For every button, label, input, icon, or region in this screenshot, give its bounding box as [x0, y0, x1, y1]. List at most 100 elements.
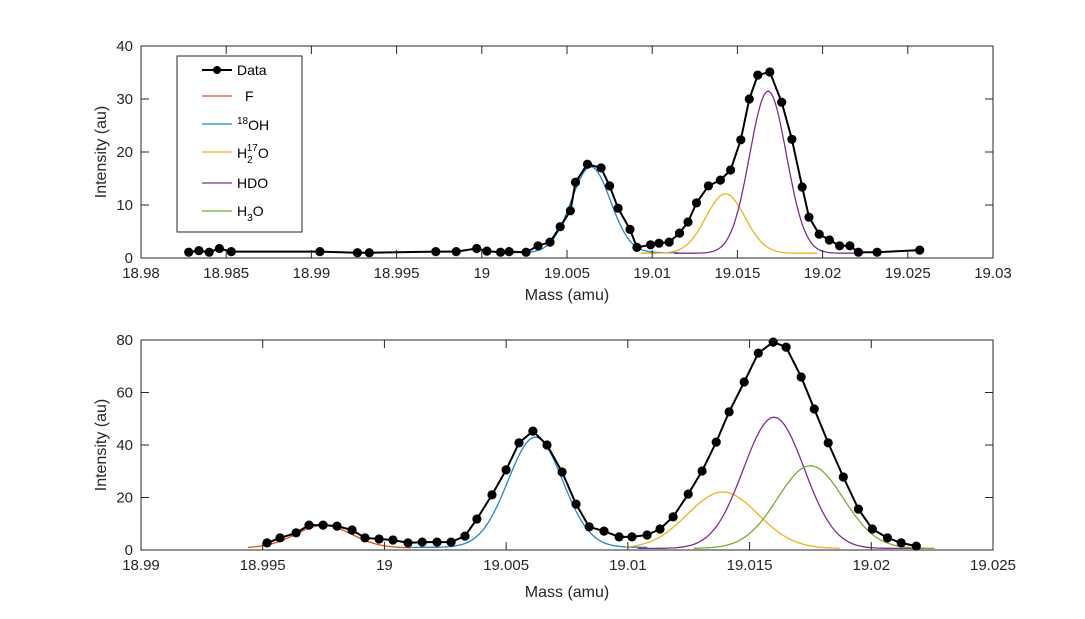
top-data-series: [184, 67, 925, 258]
top-data-point: [504, 247, 514, 257]
bottom-y-axis-label: Intensity (au): [93, 399, 110, 491]
top-data-point: [654, 238, 664, 248]
top-data-point: [226, 247, 236, 257]
top-data-point: [632, 242, 642, 252]
top-data-point: [915, 245, 925, 255]
top-data-point: [596, 163, 606, 173]
top-x-tick-label: 18.99: [293, 265, 331, 282]
legend-label-f: F: [245, 88, 254, 104]
bottom-data-point: [655, 524, 665, 534]
legend-box: [176, 55, 303, 233]
top-y-tick-label: 30: [116, 91, 133, 108]
bottom-data-point: [446, 537, 456, 547]
top-data-point: [482, 246, 492, 256]
bottom-x-tick-label: 19: [376, 557, 393, 574]
bottom-data-point: [668, 512, 678, 522]
top-y-tick-label: 40: [116, 38, 133, 55]
top-y-ticks: 0 10 20 30 40: [116, 38, 993, 267]
bottom-x-tick-label: 18.99: [122, 557, 160, 574]
top-x-tick-label: 18.995: [374, 265, 420, 282]
legend-item-h217o: H217O: [202, 143, 269, 166]
bottom-x-tick-label: 19.01: [609, 557, 647, 574]
top-data-point: [787, 134, 797, 144]
bottom-y-tick-label: 60: [116, 385, 133, 402]
top-data-point: [715, 175, 726, 185]
bottom-data-point: [304, 520, 314, 530]
bottom-data-point: [487, 490, 497, 500]
bottom-data-point: [528, 426, 538, 436]
top-data-point: [533, 241, 543, 251]
top-fit-h217o: [640, 193, 818, 254]
legend-label-data: Data: [237, 62, 267, 78]
bottom-data-point: [514, 438, 524, 448]
bottom-data-point: [724, 407, 734, 417]
top-y-axis-label: Intensity (au): [93, 106, 110, 198]
legend-label-hdo: HDO: [237, 175, 268, 191]
top-data-point: [777, 97, 787, 107]
bottom-fit-h217o: [625, 491, 840, 549]
top-data-point: [645, 240, 656, 250]
bottom-data-point: [838, 472, 848, 482]
bottom-y-ticks: 0 20 40 60 80: [116, 332, 993, 559]
top-x-tick-label: 18.985: [203, 265, 249, 282]
legend-item-hdo: HDO: [202, 175, 268, 191]
legend-marker-data: [213, 66, 221, 74]
top-data-point: [214, 243, 224, 254]
top-data-point: [845, 241, 855, 251]
bottom-plot: 18.99 18.995 19 19.005 19.01 19.015 19.02 19.02…: [93, 332, 1016, 601]
bottom-data-point: [262, 538, 272, 548]
top-x-tick-label: 19.005: [544, 265, 590, 282]
legend: Data F 18OH H217O HDO H3O: [176, 55, 303, 233]
top-data-point: [744, 94, 754, 104]
bottom-data-point: [347, 525, 357, 535]
top-data-point: [765, 67, 775, 77]
bottom-data-point: [275, 533, 285, 543]
top-x-tick-label: 19.03: [974, 265, 1012, 282]
bottom-data-point: [542, 440, 552, 450]
bottom-data-point: [374, 534, 384, 544]
top-x-tick-label: 19.01: [633, 265, 671, 282]
bottom-y-tick-label: 20: [116, 490, 133, 507]
top-data-point: [683, 217, 693, 227]
top-data-point: [664, 237, 674, 247]
legend-label-18oh: 18OH: [237, 116, 269, 133]
legend-item-18oh: 18OH: [202, 116, 269, 133]
bottom-fit-h3o: [693, 465, 935, 550]
top-data-point: [736, 135, 746, 145]
bottom-data-point: [599, 526, 609, 536]
bottom-data-point: [781, 342, 791, 352]
bottom-data-point: [432, 537, 442, 547]
top-data-point: [565, 206, 576, 216]
legend-sup-18: 18: [237, 116, 249, 127]
top-data-point: [726, 165, 736, 175]
top-data-point: [431, 247, 441, 257]
bottom-data-point: [867, 524, 877, 534]
bottom-data-point: [768, 337, 778, 347]
top-fit-hdo: [674, 90, 864, 254]
top-y-tick-label: 0: [125, 250, 133, 267]
top-data-point: [703, 181, 714, 191]
top-x-tick-label: 19.025: [885, 265, 931, 282]
top-data-point: [495, 247, 506, 257]
bottom-data-point: [584, 522, 594, 532]
bottom-data-point: [332, 521, 342, 531]
bottom-data-point: [571, 499, 581, 509]
top-data-point: [315, 247, 325, 257]
top-data-point: [835, 241, 845, 251]
bottom-fit-hdo: [637, 416, 925, 550]
top-x-tick-label: 19.015: [714, 265, 760, 282]
legend-h217o-sup: 17: [247, 143, 259, 154]
top-x-tick-label: 19: [473, 265, 490, 282]
bottom-data-point: [614, 532, 624, 542]
bottom-data-point: [501, 465, 511, 475]
bottom-x-tick-label: 19.005: [483, 557, 529, 574]
legend-h217o-h: H: [237, 145, 247, 161]
top-data-point: [451, 247, 461, 257]
top-data-point: [691, 198, 702, 208]
top-data-point: [582, 159, 593, 169]
top-y-tick-label: 10: [116, 197, 133, 214]
legend-h3o-h: H: [237, 203, 247, 219]
top-x-tick-label: 19.02: [804, 265, 842, 282]
